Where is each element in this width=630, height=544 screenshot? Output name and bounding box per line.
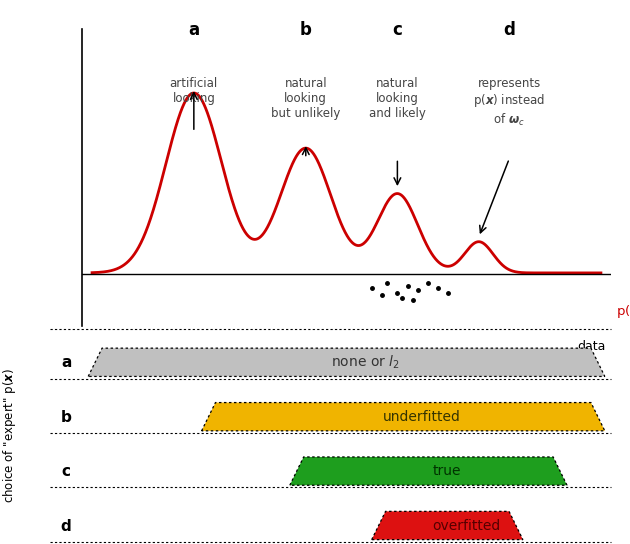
Text: $\mathrm{p}(\boldsymbol{\omega}_{c}|\boldsymbol{x})$: $\mathrm{p}(\boldsymbol{\omega}_{c}|\bol…	[616, 302, 630, 320]
Text: choice of "expert" p($\boldsymbol{x}$): choice of "expert" p($\boldsymbol{x}$)	[1, 368, 18, 503]
Text: underfitted: underfitted	[383, 410, 461, 424]
Text: $\mathbf{b}$: $\mathbf{b}$	[299, 21, 312, 39]
Text: natural
looking
but unlikely: natural looking but unlikely	[271, 77, 340, 120]
Text: $\mathbf{a}$: $\mathbf{a}$	[60, 355, 72, 370]
Text: artificial
looking: artificial looking	[169, 77, 218, 105]
Text: represents
p($\boldsymbol{x}$) instead
of $\boldsymbol{\omega}_{c}$: represents p($\boldsymbol{x}$) instead o…	[473, 77, 546, 128]
Text: $\mathbf{c}$: $\mathbf{c}$	[61, 463, 71, 479]
Text: $\mathbf{d}$: $\mathbf{d}$	[60, 517, 72, 534]
Text: true: true	[433, 464, 462, 478]
Text: $\mathbf{a}$: $\mathbf{a}$	[188, 21, 200, 39]
Text: data: data	[578, 339, 606, 353]
Polygon shape	[372, 511, 523, 540]
Text: $\mathbf{d}$: $\mathbf{d}$	[503, 21, 515, 39]
Text: overfitted: overfitted	[432, 518, 500, 533]
Text: none or $l_2$: none or $l_2$	[331, 354, 400, 371]
Text: $\mathbf{c}$: $\mathbf{c}$	[392, 21, 403, 39]
Text: natural
looking
and likely: natural looking and likely	[369, 77, 426, 120]
Polygon shape	[290, 457, 567, 485]
Text: $\mathbf{b}$: $\mathbf{b}$	[60, 409, 72, 425]
Polygon shape	[88, 348, 605, 376]
Polygon shape	[202, 403, 605, 431]
